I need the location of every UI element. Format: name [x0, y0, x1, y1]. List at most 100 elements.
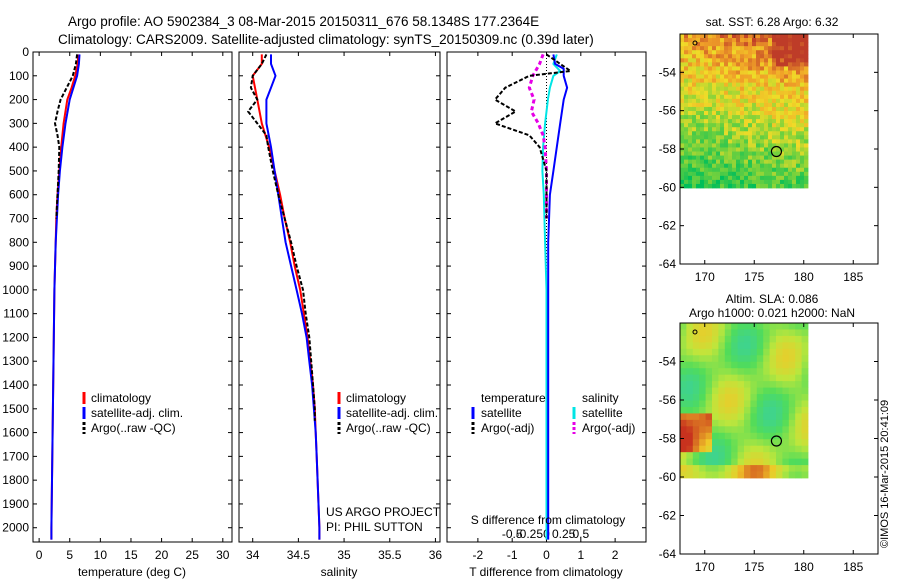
map-cell [728, 183, 733, 189]
map-cell [804, 147, 809, 152]
map-cell [700, 179, 705, 185]
map-cell [708, 115, 713, 120]
map-cell [704, 50, 709, 55]
map-cell [704, 131, 709, 136]
map-cell [680, 94, 685, 100]
map-cell [744, 155, 749, 161]
map-cell [712, 46, 717, 51]
map-cell [752, 119, 757, 124]
map-cell [768, 34, 773, 39]
map-cell [795, 413, 802, 421]
map-cell [804, 62, 809, 67]
map-cell [744, 163, 749, 169]
map-cell [801, 458, 809, 466]
map-cell [769, 335, 777, 343]
map-cell [760, 70, 765, 75]
map-cell [700, 106, 705, 112]
map-cell [764, 151, 769, 156]
map-cell [796, 50, 801, 55]
map-cell [792, 54, 797, 59]
map-cell [776, 406, 783, 414]
map-cell [684, 86, 689, 92]
map-cell [712, 102, 717, 108]
map-cell [768, 179, 773, 185]
y-tick-label: 0 [22, 45, 29, 59]
map-cell [737, 465, 745, 472]
map-cell [728, 82, 733, 88]
map-cell [737, 329, 745, 337]
map-cell [720, 159, 725, 165]
map-cell [686, 348, 694, 356]
map-cell [716, 58, 721, 63]
map-cell [760, 111, 765, 116]
map-cell [704, 167, 709, 173]
map-cell [720, 155, 725, 161]
map-cell [748, 94, 753, 100]
map-cell [800, 38, 805, 43]
map-cell [744, 123, 749, 128]
map-cell [769, 445, 777, 453]
map-cell [788, 400, 796, 408]
map-x-tick-label: 180 [794, 560, 814, 574]
map-cell [692, 432, 700, 440]
map-cell [788, 329, 796, 337]
y-tick-label: 400 [9, 140, 29, 154]
map-cell [700, 34, 705, 39]
argo-position-marker [770, 435, 783, 447]
map-cell [784, 70, 789, 75]
series-line-climatology [251, 54, 321, 540]
map-cell [700, 78, 705, 84]
map-cell [744, 458, 751, 466]
map-cell [800, 139, 805, 144]
map-cell [716, 82, 721, 88]
map-corner-marker [692, 40, 698, 46]
map-cell [712, 54, 717, 59]
map-cell [804, 102, 809, 108]
map-cell [718, 413, 726, 421]
map-cell [684, 119, 689, 124]
map-cell [718, 387, 726, 395]
map-cell [756, 439, 764, 447]
map-cell [728, 74, 733, 79]
map-cell [792, 46, 797, 51]
x-tick-label: 34 [246, 548, 260, 562]
map-cell [788, 361, 796, 369]
map-cell [800, 131, 805, 136]
map-cell [750, 348, 758, 356]
map-cell [744, 90, 749, 96]
map-cell [680, 406, 687, 414]
map-cell [724, 413, 732, 421]
map-cell [756, 38, 761, 43]
map-cell [768, 139, 773, 144]
map-cell [704, 46, 709, 51]
map-cell [776, 78, 781, 84]
map-cell [700, 38, 705, 43]
map-cell [768, 90, 773, 96]
map-cell [768, 183, 773, 189]
map-cell [769, 406, 777, 414]
map-cell [756, 62, 761, 67]
map-cell [776, 387, 783, 395]
map-cell [705, 452, 713, 460]
map-cell [692, 111, 697, 116]
map-cell [752, 123, 757, 128]
map-cell [716, 139, 721, 144]
map-cell [760, 127, 765, 132]
map-cell [788, 432, 796, 440]
map-cell [772, 94, 777, 100]
map-cell [801, 426, 809, 434]
map-cell [804, 115, 809, 120]
map-cell [744, 66, 749, 71]
map-cell [680, 66, 685, 71]
map-cell [801, 432, 809, 440]
map-cell [776, 179, 781, 185]
legend-label-t-argo: Argo(-adj) [481, 421, 534, 435]
map-cell [696, 74, 701, 79]
map-cell [696, 102, 701, 108]
map-cell [724, 38, 729, 43]
map-cell [712, 151, 717, 156]
map-cell [776, 361, 783, 369]
map-cell [768, 151, 773, 156]
map-cell [680, 111, 685, 116]
map-cell [768, 46, 773, 51]
